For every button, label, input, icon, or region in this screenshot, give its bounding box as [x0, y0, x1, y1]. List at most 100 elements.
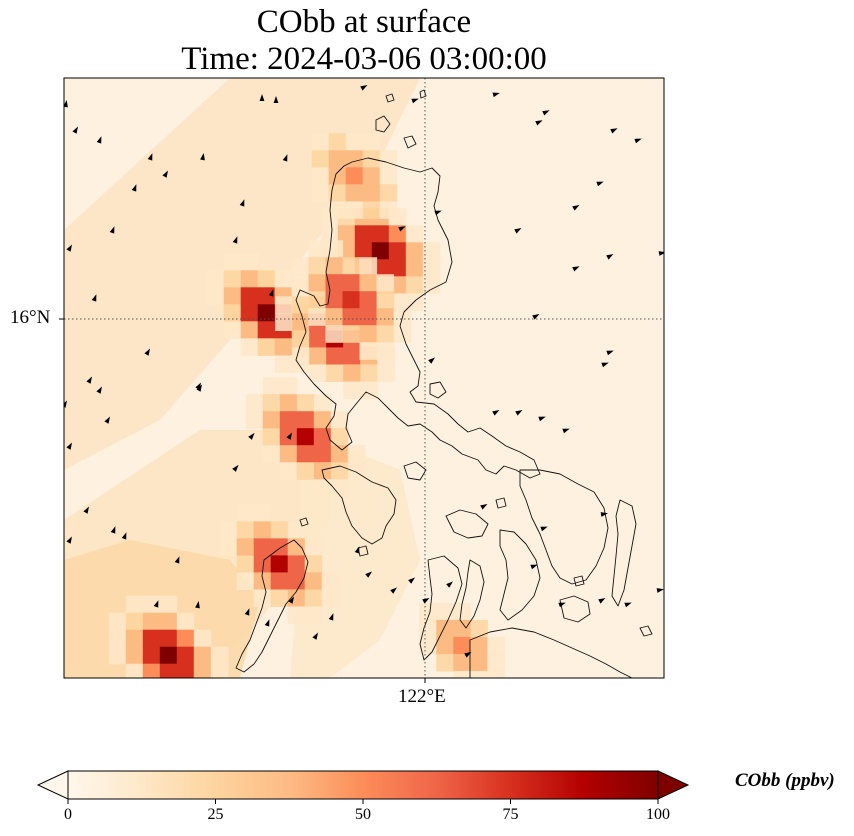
- plume-cell: [253, 504, 272, 522]
- plume-cell: [405, 242, 424, 260]
- plume-cell: [328, 167, 347, 185]
- latitude-label: 16°N: [10, 307, 51, 328]
- map-title-line2: Time: 2024-03-06 03:00:00: [181, 41, 547, 77]
- wind-arrow-icon: [572, 266, 580, 272]
- plume-cell: [223, 321, 242, 339]
- plume-cell: [388, 242, 407, 260]
- wind-arrow-icon: [268, 289, 274, 297]
- plume-cell: [376, 325, 395, 343]
- plume-cell: [262, 428, 281, 446]
- plume-cell: [304, 572, 323, 590]
- plume-cell: [325, 257, 344, 275]
- plume-cell: [359, 274, 378, 292]
- plume-cell: [436, 653, 454, 672]
- plume-cell: [405, 225, 424, 243]
- plume-cell: [304, 555, 323, 573]
- plume-cell: [292, 330, 310, 348]
- plume-cell: [240, 321, 259, 339]
- coastline-bohol: [559, 595, 591, 623]
- plume-cell: [292, 296, 310, 314]
- plume-cell: [236, 555, 255, 573]
- wind-arrow-icon: [66, 442, 72, 450]
- plume-cell: [313, 411, 332, 429]
- wind-arrow-icon: [96, 136, 102, 144]
- wind-arrow-icon: [96, 386, 102, 394]
- plume-cell: [342, 274, 361, 292]
- plume-cell: [236, 504, 255, 522]
- plume-cell: [176, 646, 195, 665]
- wind-arrow-icon: [558, 602, 566, 608]
- plume-cell: [308, 291, 327, 309]
- plume-cell: [210, 646, 229, 665]
- plume-cell: [240, 270, 259, 288]
- wind-arrow-icon: [562, 428, 570, 434]
- coastline-babuyan-1: [375, 115, 391, 133]
- plume-cell: [359, 257, 378, 275]
- plume-cell: [379, 184, 398, 202]
- wind-arrow-icon: [131, 184, 137, 192]
- plume-cell: [142, 629, 161, 648]
- wind-arrow-icon: [328, 613, 334, 621]
- plume-cell: [236, 521, 255, 539]
- plume-cell: [240, 253, 259, 271]
- plume-cell: [275, 296, 293, 314]
- plume-cell: [311, 150, 330, 168]
- plume-cell: [159, 629, 178, 648]
- colorbar-extend-high: [657, 770, 690, 800]
- plume-cell: [487, 653, 505, 672]
- wind-arrow-icon: [411, 98, 419, 104]
- wind-arrow-icon: [66, 536, 72, 544]
- plume-cell: [108, 646, 127, 665]
- wind-arrow-icon: [312, 632, 318, 640]
- wind-arrow-icon: [232, 464, 239, 472]
- plume-cell: [236, 538, 255, 556]
- wind-arrow-icon: [360, 85, 368, 91]
- plume-cell: [362, 133, 381, 151]
- coastline-samar: [519, 469, 609, 585]
- plume-cell: [270, 589, 289, 607]
- plume-cell: [354, 242, 373, 260]
- plume-cell: [219, 538, 238, 556]
- plume-cell: [379, 150, 398, 168]
- wind-arrow-icon: [540, 526, 548, 532]
- plume-cell: [321, 572, 340, 590]
- plume-cell: [279, 394, 298, 412]
- plume-cell: [296, 411, 315, 429]
- plume-cell: [193, 663, 212, 678]
- wind-arrow-icon: [530, 564, 538, 570]
- plume-cell: [159, 646, 178, 665]
- coastline-east-islands: [611, 499, 637, 607]
- plume-cell: [362, 167, 381, 185]
- wind-arrow-icon: [83, 506, 89, 514]
- plume-cell: [330, 428, 349, 446]
- plume-cell: [142, 663, 161, 678]
- wind-arrow-icon: [538, 416, 546, 422]
- plume-cell: [313, 445, 332, 463]
- coastline-babuyan-2: [403, 135, 417, 149]
- wind-arrow-icon: [104, 416, 110, 424]
- wind-arrow-icon: [147, 153, 153, 161]
- plume-cell: [262, 394, 281, 412]
- plume-cell: [328, 133, 347, 151]
- plume-cell: [206, 270, 225, 288]
- plume-cell: [325, 325, 344, 343]
- coastline-mindanao-north: [469, 627, 633, 678]
- coastline-polillo: [429, 381, 447, 399]
- colorbar-ticks: [67, 799, 659, 804]
- plume-cell: [309, 364, 327, 382]
- plume-cell: [262, 377, 281, 395]
- plume-cell: [274, 270, 293, 288]
- plume-cell: [223, 270, 242, 288]
- colorbar-tick-label: 100: [646, 806, 670, 823]
- coastline-batan: [419, 89, 427, 99]
- plume-cell: [287, 555, 306, 573]
- plume-cell: [379, 201, 398, 219]
- plume-cell: [328, 184, 347, 202]
- plume-cell: [379, 167, 398, 185]
- plume-cell: [354, 225, 373, 243]
- plume-cell: [308, 274, 327, 292]
- wind-arrow-icon: [244, 608, 250, 616]
- plume-cell: [270, 521, 289, 539]
- plume-cell: [347, 462, 366, 480]
- plume-cell: [362, 201, 381, 219]
